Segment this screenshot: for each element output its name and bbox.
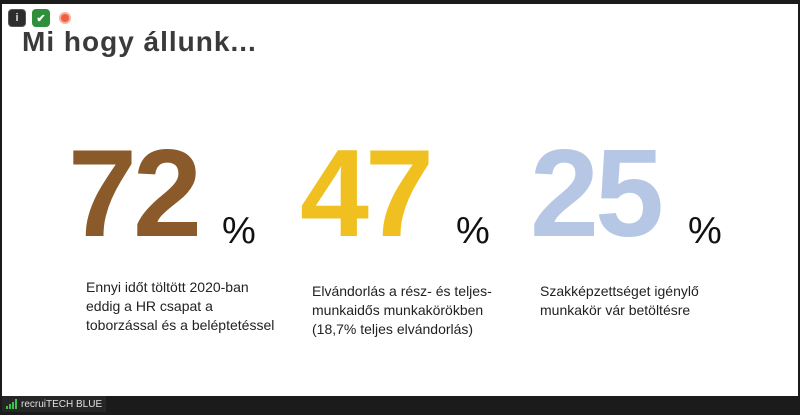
stat-value: 47 xyxy=(300,125,434,263)
stat-unit: % xyxy=(688,210,722,252)
participant-name: recruiTECH BLUE xyxy=(21,398,103,410)
stat-block-1: 72 % Ennyi időt töltött 2020-ban eddig a… xyxy=(68,125,274,333)
stat-block-2: 47 % Elvándorlás a rész- és teljes-munka… xyxy=(300,125,492,337)
shared-slide: Mi hogy állunk... 72 % Ennyi időt töltöt… xyxy=(2,4,798,396)
participant-bar: recruiTECH BLUE xyxy=(0,396,800,415)
stat-unit: % xyxy=(456,210,490,252)
recording-icon[interactable] xyxy=(56,9,74,27)
info-icon[interactable]: i xyxy=(8,9,26,27)
slide-title: Mi hogy állunk... xyxy=(22,26,257,57)
stat-unit: % xyxy=(222,210,256,252)
shield-check-icon[interactable]: ✔ xyxy=(32,9,50,27)
participant-label: recruiTECH BLUE xyxy=(2,396,107,412)
meeting-status-icons: i ✔ xyxy=(8,9,74,27)
stat-value: 72 xyxy=(68,125,202,263)
stat-description: Szakképzettséget igénylő munkakör vár be… xyxy=(540,283,699,318)
signal-strength-icon xyxy=(6,399,17,409)
stat-block-3: 25 % Szakképzettséget igénylő munkakör v… xyxy=(530,125,722,318)
stat-description: Ennyi időt töltött 2020-ban eddig a HR c… xyxy=(86,279,275,333)
stat-description: Elvándorlás a rész- és teljes-munkaidős … xyxy=(312,283,492,337)
stat-value: 25 xyxy=(530,125,664,263)
